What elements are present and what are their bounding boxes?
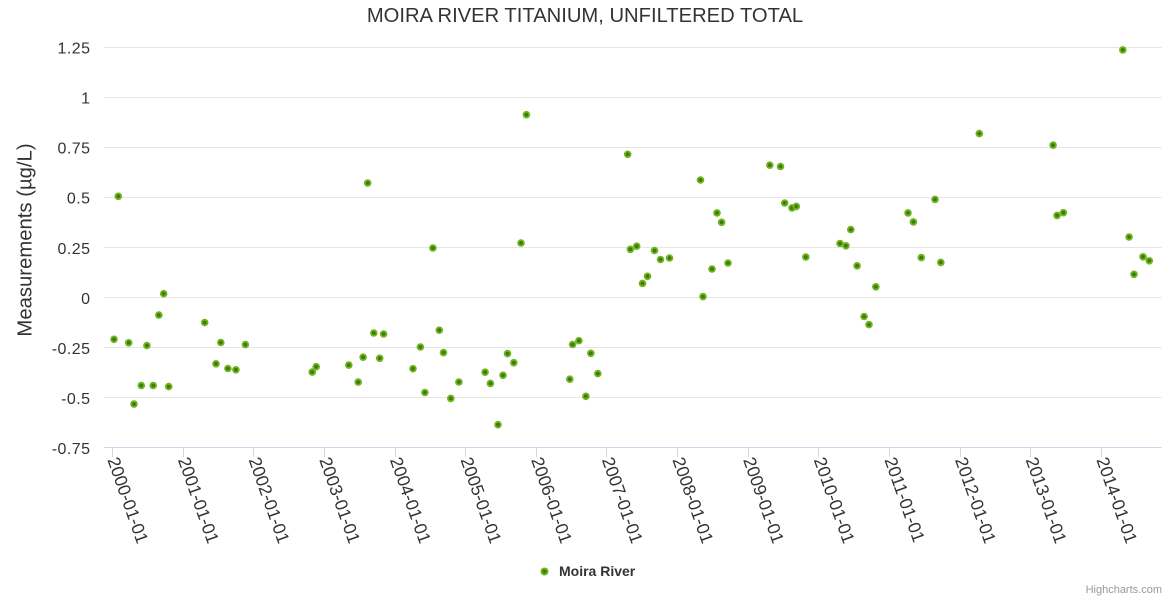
svg-text:0: 0 <box>81 291 90 308</box>
svg-text:Moira River: Moira River <box>559 563 636 579</box>
svg-text:MOIRA RIVER TITANIUM, UNFILTER: MOIRA RIVER TITANIUM, UNFILTERED TOTAL <box>367 5 803 27</box>
svg-text:-0.75: -0.75 <box>52 441 91 458</box>
svg-text:Measurements (µg/L): Measurements (µg/L) <box>15 143 37 336</box>
svg-text:1: 1 <box>81 91 90 108</box>
svg-text:1.25: 1.25 <box>58 41 91 58</box>
svg-text:-0.25: -0.25 <box>52 341 91 358</box>
svg-text:0.75: 0.75 <box>58 141 91 158</box>
svg-text:-0.5: -0.5 <box>61 391 90 408</box>
svg-text:0.25: 0.25 <box>58 241 91 258</box>
svg-text:0.5: 0.5 <box>67 191 91 208</box>
svg-text:Highcharts.com: Highcharts.com <box>1086 584 1162 596</box>
